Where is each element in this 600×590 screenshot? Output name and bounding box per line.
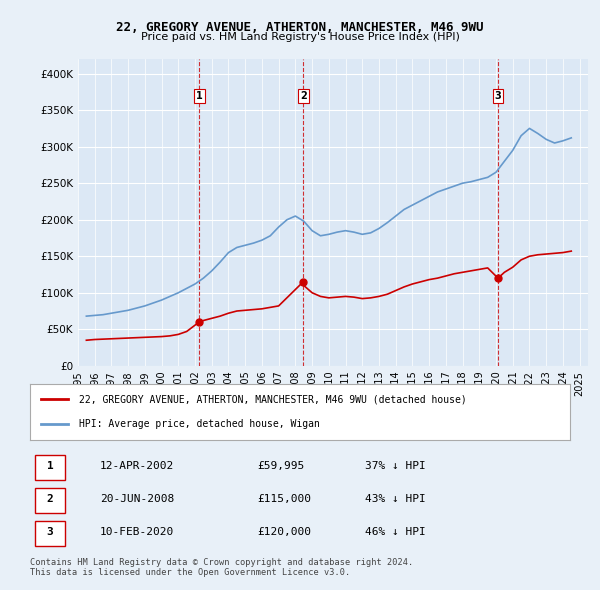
Text: 2: 2 bbox=[47, 494, 53, 504]
Text: 22, GREGORY AVENUE, ATHERTON, MANCHESTER, M46 9WU: 22, GREGORY AVENUE, ATHERTON, MANCHESTER… bbox=[116, 21, 484, 34]
Text: £120,000: £120,000 bbox=[257, 527, 311, 537]
Text: 1: 1 bbox=[196, 91, 203, 101]
FancyBboxPatch shape bbox=[35, 488, 65, 513]
Text: 1: 1 bbox=[47, 461, 53, 471]
Text: 12-APR-2002: 12-APR-2002 bbox=[100, 461, 175, 471]
Text: 10-FEB-2020: 10-FEB-2020 bbox=[100, 527, 175, 537]
Text: HPI: Average price, detached house, Wigan: HPI: Average price, detached house, Wiga… bbox=[79, 419, 319, 429]
FancyBboxPatch shape bbox=[35, 455, 65, 480]
Text: 20-JUN-2008: 20-JUN-2008 bbox=[100, 494, 175, 504]
Text: 22, GREGORY AVENUE, ATHERTON, MANCHESTER, M46 9WU (detached house): 22, GREGORY AVENUE, ATHERTON, MANCHESTER… bbox=[79, 394, 466, 404]
Text: 3: 3 bbox=[494, 91, 502, 101]
Text: 2: 2 bbox=[300, 91, 307, 101]
Text: Price paid vs. HM Land Registry's House Price Index (HPI): Price paid vs. HM Land Registry's House … bbox=[140, 32, 460, 42]
Text: 46% ↓ HPI: 46% ↓ HPI bbox=[365, 527, 425, 537]
Text: 37% ↓ HPI: 37% ↓ HPI bbox=[365, 461, 425, 471]
Text: £59,995: £59,995 bbox=[257, 461, 304, 471]
Text: Contains HM Land Registry data © Crown copyright and database right 2024.
This d: Contains HM Land Registry data © Crown c… bbox=[30, 558, 413, 577]
Text: £115,000: £115,000 bbox=[257, 494, 311, 504]
FancyBboxPatch shape bbox=[35, 521, 65, 546]
Text: 3: 3 bbox=[47, 527, 53, 537]
Text: 43% ↓ HPI: 43% ↓ HPI bbox=[365, 494, 425, 504]
